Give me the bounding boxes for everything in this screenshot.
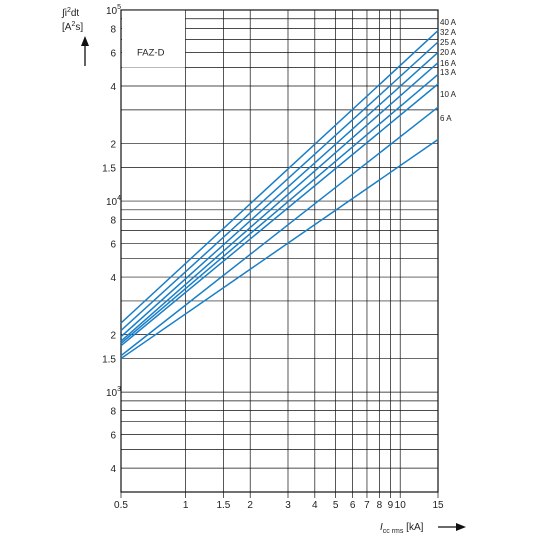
y-tick-label: 1.5: [102, 354, 116, 365]
series-label: 16 A: [440, 59, 457, 68]
series-line: [120, 138, 439, 360]
chart-title-box: [122, 10, 186, 68]
y-axis-unit: [A2s]: [62, 21, 83, 33]
series-line: [120, 83, 439, 347]
y-tick-label: 8: [110, 407, 116, 418]
x-axis-arrow: [438, 523, 466, 531]
series-line: [120, 106, 439, 357]
x-tick-label: 1.5: [216, 500, 230, 511]
y-tick-label: 105: [106, 4, 121, 17]
y-tick-label: 6: [110, 48, 116, 59]
y-tick-label: 4: [110, 464, 116, 475]
series-label: 10 A: [440, 90, 457, 99]
chart-title: FAZ-D: [137, 47, 165, 58]
x-tick-label: 0.5: [114, 500, 128, 511]
series-label: 20 A: [440, 48, 457, 57]
y-axis-ticks: 4 6 8 103 1.5 2 4 6 8 104 1.5 2 4 6 8 105: [102, 4, 121, 475]
x-tick-label: 8: [377, 500, 383, 511]
x-tick-label: 7: [364, 500, 370, 511]
y-tick-label: 1.5: [102, 163, 116, 174]
x-axis-ticks: 0.5 1 1.5 2 3 4 5 6 7 8 9 10 15: [114, 492, 444, 511]
series-line: [120, 41, 439, 332]
x-axis-label: Icc rms [kA]: [380, 522, 424, 535]
y-tick-label: 8: [110, 216, 116, 227]
y-tick-label: 2: [110, 331, 116, 342]
y-tick-label: 2: [110, 140, 116, 151]
series-labels: 40 A32 A25 A20 A 16 A13 A 10 A 6 A: [440, 18, 457, 123]
x-tick-label: 4: [312, 500, 318, 511]
y-tick-label: 4: [110, 82, 116, 93]
series-line: [120, 51, 439, 338]
series-lines: [120, 30, 439, 360]
x-tick-label: 2: [247, 500, 253, 511]
x-tick-label: 6: [350, 500, 356, 511]
series-line: [120, 73, 439, 344]
y-tick-label: 6: [110, 430, 116, 441]
plot-frame: [120, 9, 439, 493]
x-tick-label: 5: [333, 500, 339, 511]
y-tick-label: 4: [110, 273, 116, 284]
series-line: [120, 30, 439, 324]
grid: [120, 9, 439, 493]
x-tick-label: 9: [388, 500, 394, 511]
y-tick-label: 6: [110, 239, 116, 250]
x-tick-label: 15: [432, 500, 444, 511]
y-axis-arrow: [81, 36, 89, 66]
x-tick-label: 1: [183, 500, 189, 511]
series-label: 25 A: [440, 38, 457, 47]
y-tick-label: 103: [106, 386, 121, 399]
series-label: 6 A: [440, 114, 452, 123]
series-label: 13 A: [440, 68, 457, 77]
y-axis-label: ∫i2dt: [61, 7, 79, 19]
y-tick-label: 8: [110, 25, 116, 36]
series-label: 40 A: [440, 18, 457, 27]
y-tick-label: 104: [106, 195, 121, 208]
series-line: [120, 62, 439, 342]
x-tick-label: 10: [395, 500, 407, 511]
x-tick-label: 3: [285, 500, 291, 511]
series-label: 32 A: [440, 28, 457, 37]
